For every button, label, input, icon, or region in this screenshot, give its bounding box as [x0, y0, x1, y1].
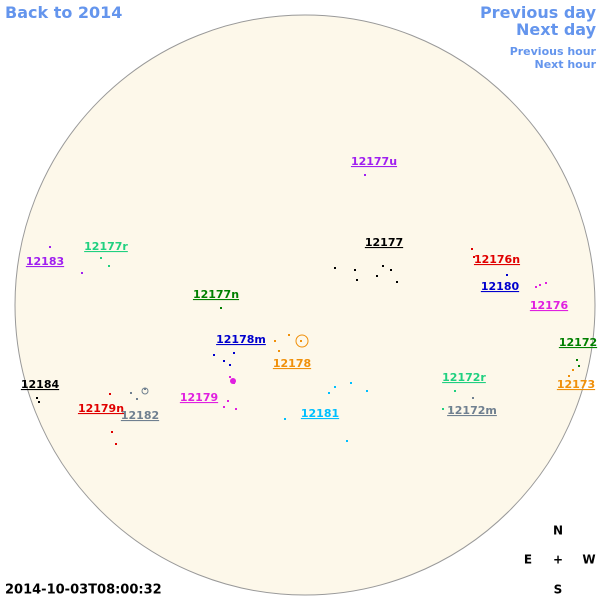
region-label: 12176n — [474, 253, 520, 266]
sunspot — [535, 286, 537, 288]
sunspot — [346, 440, 348, 442]
sunspot — [578, 365, 580, 367]
region-label: 12177u — [351, 155, 397, 168]
sunspot — [229, 364, 231, 366]
sunspot — [213, 354, 215, 356]
sunspot — [356, 279, 358, 281]
sunspot — [295, 334, 309, 348]
sunspot — [576, 359, 578, 361]
sunspot — [229, 376, 231, 378]
sunspot — [36, 397, 38, 399]
region-label: 12172r — [442, 371, 486, 384]
region-label: 12182 — [121, 409, 159, 422]
sunspot — [376, 275, 378, 277]
sunspot — [111, 431, 113, 433]
sunspot — [136, 398, 138, 400]
sunspot — [109, 393, 111, 395]
sunspot — [328, 392, 330, 394]
sunspot — [274, 340, 276, 342]
sunspot — [396, 281, 398, 283]
region-label: 12179 — [180, 391, 218, 404]
sunspot — [230, 378, 236, 384]
sunspot — [354, 269, 356, 271]
region-label: 12176 — [530, 299, 569, 312]
region-label: 12184 — [21, 378, 60, 391]
sunspot — [442, 408, 444, 410]
sunspot — [100, 257, 102, 259]
sunspot — [223, 406, 225, 408]
sunspot — [38, 401, 40, 403]
sunspot — [235, 408, 237, 410]
sunspot — [572, 369, 574, 371]
sunspot — [471, 248, 473, 250]
region-label: 12179n — [78, 402, 124, 415]
region-label: 12178 — [273, 357, 311, 370]
compass-west: W — [582, 553, 595, 567]
sunspot — [144, 388, 146, 390]
region-label: 12178m — [216, 333, 266, 346]
back-link[interactable]: Back to 2014 — [5, 3, 123, 22]
compass-south: S — [554, 583, 563, 597]
solar-disk — [14, 14, 596, 596]
compass-north: N — [553, 524, 563, 538]
sunspot — [108, 265, 110, 267]
region-label: 12173 — [557, 378, 595, 391]
region-label: 12177 — [365, 236, 403, 249]
sunspot — [539, 284, 541, 286]
sunspot — [472, 397, 474, 399]
region-label: 12172m — [447, 404, 497, 417]
sunspot — [288, 334, 290, 336]
sunspot — [223, 360, 225, 362]
previous-day-link[interactable]: Previous day — [479, 3, 596, 22]
sunspot — [545, 282, 547, 284]
region-label: 12183 — [26, 255, 64, 268]
next-hour-link[interactable]: Next hour — [534, 58, 597, 71]
sunspot — [141, 387, 149, 395]
sunspot — [450, 408, 452, 410]
timestamp: 2014-10-03T08:00:32 — [5, 583, 162, 598]
sunspot — [233, 352, 235, 354]
sunspot — [382, 265, 384, 267]
sunspot — [227, 400, 229, 402]
region-label: 12181 — [301, 407, 339, 420]
compass-center: + — [553, 553, 563, 567]
sunspot — [220, 307, 222, 309]
sunspot — [115, 443, 117, 445]
sunspot — [334, 267, 336, 269]
sunspot — [130, 392, 132, 394]
sunspot — [506, 274, 508, 276]
sunspot — [366, 390, 368, 392]
next-day-link[interactable]: Next day — [516, 20, 596, 39]
region-label: 12177r — [84, 240, 128, 253]
sunspot — [454, 390, 456, 392]
region-label: 12180 — [481, 280, 520, 293]
compass-east: E — [524, 553, 532, 567]
sunspot — [390, 269, 392, 271]
region-label: 12177n — [193, 288, 239, 301]
sunspot — [568, 375, 570, 377]
sunspot — [278, 350, 280, 352]
sunspot — [49, 246, 51, 248]
region-label: 12172 — [559, 336, 597, 349]
sunspot — [300, 340, 302, 342]
sunspot — [284, 418, 286, 420]
sunspot — [81, 272, 83, 274]
sunspot — [364, 174, 366, 176]
previous-hour-link[interactable]: Previous hour — [509, 45, 596, 58]
sunspot — [350, 382, 352, 384]
sunspot — [334, 386, 336, 388]
sunspot — [473, 256, 475, 258]
